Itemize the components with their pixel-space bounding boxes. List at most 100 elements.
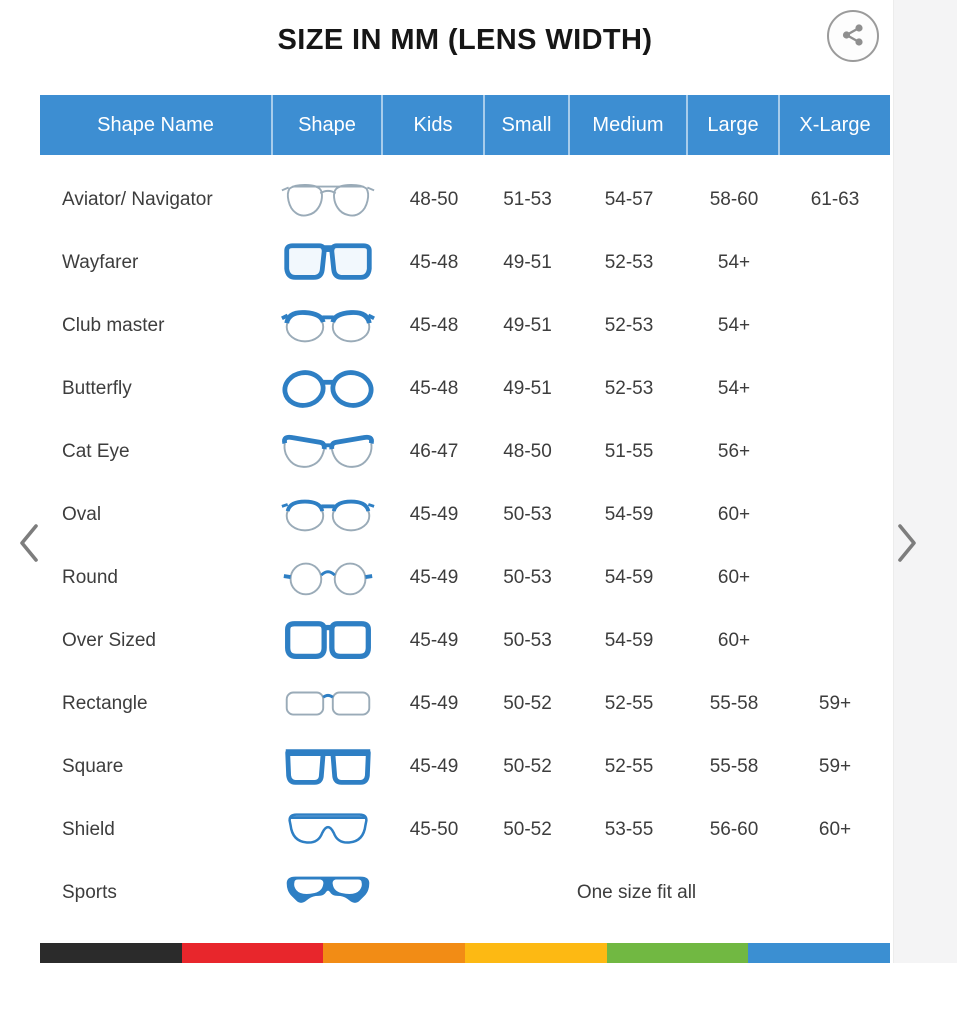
- size-cell: 50-52: [503, 818, 552, 840]
- table-row: Over Sized 45-49 50-53 54-59 60+: [40, 609, 890, 672]
- size-cell: 60+: [717, 503, 751, 525]
- size-cell: 50-53: [503, 566, 552, 588]
- table-body: Aviator/ Navigator 48-50 51-53 54-57 58-60 61…: [40, 155, 890, 924]
- size-table: Shape Name Shape Kids Small Medium Large…: [40, 95, 890, 924]
- header-xlarge: X-Large: [799, 113, 871, 136]
- shield-glasses-icon: [273, 807, 383, 853]
- shape-name-cell: Oval: [62, 503, 102, 525]
- size-cell: 59+: [818, 755, 852, 777]
- size-cell: 52-53: [604, 314, 654, 336]
- size-cell: 50-52: [503, 755, 552, 777]
- size-cell: 45-49: [409, 692, 459, 714]
- size-cell: 59+: [818, 692, 852, 714]
- size-cell: 45-49: [409, 566, 459, 588]
- header-kids: Kids: [383, 95, 485, 155]
- size-cell: 48-50: [409, 188, 459, 210]
- size-cell: 54-59: [604, 566, 654, 588]
- size-cell: 56+: [717, 440, 751, 462]
- color-bar-segment: [181, 943, 324, 963]
- size-cell: 51-53: [503, 188, 552, 210]
- table-row: Aviator/ Navigator 48-50 51-53 54-57 58-60 61…: [40, 168, 890, 231]
- table-row: Square 45-49 50-52 52-55 55-58 59+: [40, 735, 890, 798]
- color-bar-segment: [748, 943, 891, 963]
- wayfarer-glasses-icon: [273, 240, 383, 286]
- header-shape: Shape: [273, 95, 383, 155]
- table-row: Round 45-49 50-53 54-59 60+: [40, 546, 890, 609]
- size-cell: 45-49: [409, 503, 459, 525]
- chevron-right-icon: [894, 521, 920, 568]
- table-row: Cat Eye 46-47 48-50 51-55 56+: [40, 420, 890, 483]
- size-cell: 54-57: [604, 188, 654, 210]
- round-glasses-icon: [273, 555, 383, 601]
- size-cell: 61-63: [810, 188, 860, 210]
- size-cell: 60+: [818, 818, 852, 840]
- size-cell: 52-53: [604, 251, 654, 273]
- table-header-row: Shape Name Shape Kids Small Medium Large…: [40, 95, 890, 155]
- shape-name-cell: Rectangle: [62, 692, 148, 714]
- shape-name-cell: Shield: [62, 818, 115, 840]
- size-cell: 52-55: [604, 692, 654, 714]
- size-cell: 53-55: [604, 818, 654, 840]
- size-cell: 50-53: [503, 629, 552, 651]
- size-cell: 49-51: [503, 251, 552, 273]
- table-row: Club master 45-48 49-51 52-53 54+: [40, 294, 890, 357]
- header-large: Large: [688, 95, 780, 155]
- size-cell: 45-49: [409, 629, 459, 651]
- shape-name-cell: Cat Eye: [62, 440, 130, 462]
- table-row: Sports One size fit all: [40, 861, 890, 924]
- butterfly-glasses-icon: [273, 366, 383, 412]
- header-medium: Medium: [570, 95, 688, 155]
- size-cell: 55-58: [709, 755, 759, 777]
- size-cell: 56-60: [709, 818, 759, 840]
- oversized-glasses-icon: [273, 618, 383, 664]
- header-small: Small: [485, 95, 570, 155]
- share-icon: [840, 22, 866, 51]
- size-cell: 45-50: [409, 818, 459, 840]
- shape-name-cell: Aviator/ Navigator: [62, 188, 213, 210]
- color-bar-segment: [465, 943, 607, 963]
- page-title: SIZE IN MM (LENS WIDTH): [277, 24, 653, 56]
- shape-name-cell: Wayfarer: [62, 251, 139, 273]
- size-cell: 45-49: [409, 755, 459, 777]
- table-row: Butterfly 45-48 49-51 52-53 54+: [40, 357, 890, 420]
- size-cell: 46-47: [409, 440, 459, 462]
- square-glasses-icon: [273, 744, 383, 790]
- size-cell: 54-59: [604, 629, 654, 651]
- table-row: Rectangle 45-49 50-52 52-55 55-58 59+: [40, 672, 890, 735]
- size-cell: 60+: [717, 566, 751, 588]
- carousel-prev-button[interactable]: [12, 518, 46, 570]
- size-cell: 55-58: [709, 692, 759, 714]
- shape-name-cell: Over Sized: [62, 629, 156, 651]
- size-cell: 52-55: [604, 755, 654, 777]
- shape-name-cell: Sports: [62, 881, 117, 903]
- size-cell: 49-51: [503, 314, 552, 336]
- size-cell: 58-60: [709, 188, 759, 210]
- size-cell: 60+: [717, 629, 751, 651]
- table-row: Oval 45-49 50-53 54-59 60+: [40, 483, 890, 546]
- size-cell: 50-53: [503, 503, 552, 525]
- rectangle-glasses-icon: [273, 681, 383, 727]
- color-bar-segment: [606, 943, 749, 963]
- chevron-left-icon: [16, 521, 42, 568]
- shape-name-cell: Butterfly: [62, 377, 132, 399]
- cateye-glasses-icon: [273, 429, 383, 475]
- aviator-glasses-icon: [273, 177, 383, 223]
- color-bar-segment: [323, 943, 466, 963]
- sports-glasses-icon: [273, 870, 383, 916]
- size-cell: 54+: [717, 251, 751, 273]
- right-gutter: [893, 0, 957, 963]
- size-cell: 45-48: [409, 251, 459, 273]
- oval-glasses-icon: [273, 492, 383, 538]
- color-bar-segment: [40, 943, 182, 963]
- clubmaster-glasses-icon: [273, 303, 383, 349]
- size-cell: 50-52: [503, 692, 552, 714]
- share-button[interactable]: [827, 10, 879, 62]
- size-cell: 54+: [717, 377, 751, 399]
- table-row: Wayfarer 45-48 49-51 52-53 54+: [40, 231, 890, 294]
- size-cell: 52-53: [604, 377, 654, 399]
- size-cell: 54+: [717, 314, 751, 336]
- carousel-next-button[interactable]: [890, 518, 924, 570]
- table-row: Shield 45-50 50-52 53-55 56-60 60+: [40, 798, 890, 861]
- one-size-cell: One size fit all: [576, 881, 697, 903]
- shape-name-cell: Club master: [62, 314, 165, 336]
